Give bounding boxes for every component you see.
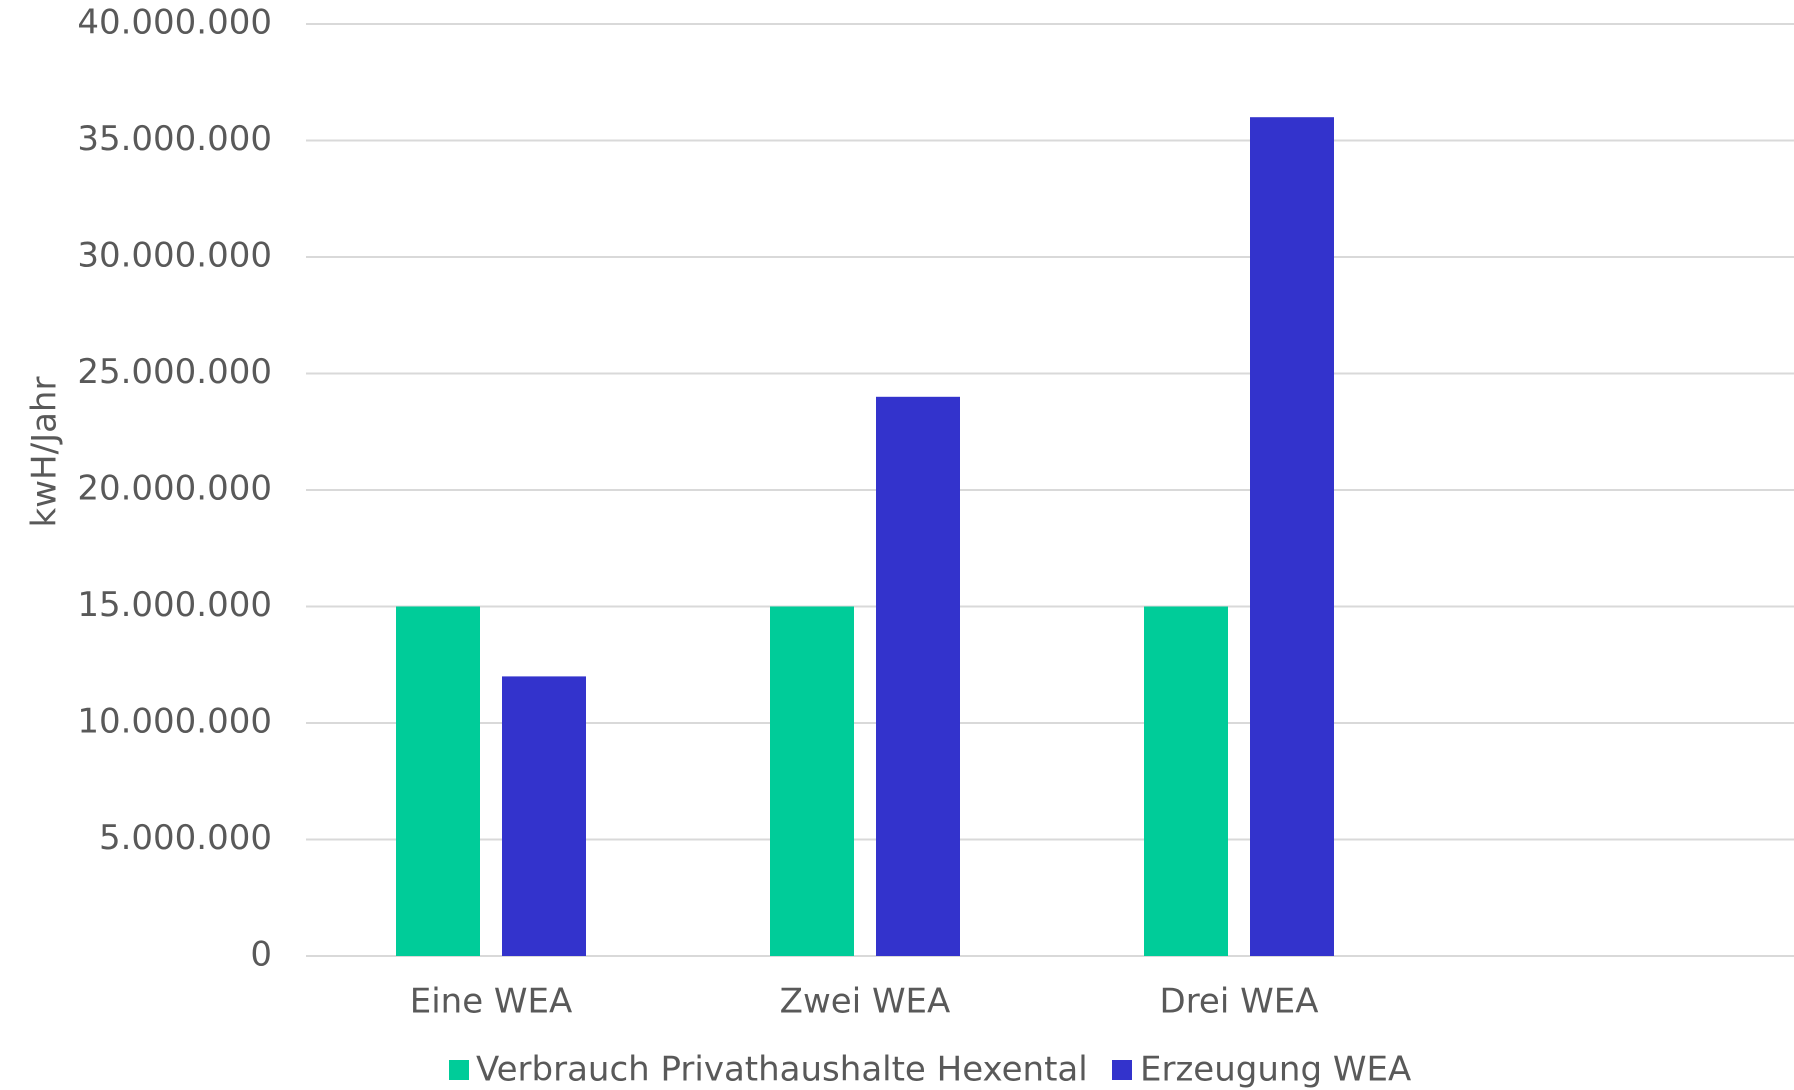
legend-label: Erzeugung WEA — [1140, 1050, 1411, 1090]
y-tick-label: 15.000.000 — [77, 585, 272, 625]
legend: Verbrauch Privathaushalte Hexental Erzeug… — [449, 1050, 1411, 1090]
legend-swatch — [449, 1060, 469, 1080]
legend-swatch — [1112, 1060, 1132, 1080]
y-tick-label: 0 — [250, 935, 272, 975]
x-category-label: Zwei WEA — [780, 982, 951, 1022]
bar-erzeugung — [876, 396, 960, 956]
y-axis-title: kwH/Jahr — [25, 377, 65, 528]
y-tick-label: 35.000.000 — [77, 119, 272, 159]
bar-verbrauch — [770, 606, 854, 956]
bar-erzeugung — [1250, 117, 1334, 956]
bar-verbrauch — [396, 606, 480, 956]
bars — [396, 117, 1334, 956]
y-axis-ticks: 0 5.000.000 10.000.000 15.000.000 20.000.000… — [77, 3, 272, 975]
y-tick-label: 30.000.000 — [77, 236, 272, 276]
y-tick-label: 25.000.000 — [77, 352, 272, 392]
x-axis-categories: Eine WEA Zwei WEA Drei WEA — [410, 982, 1319, 1022]
y-tick-label: 40.000.000 — [77, 3, 272, 43]
x-category-label: Eine WEA — [410, 982, 573, 1022]
y-tick-label: 20.000.000 — [77, 469, 272, 509]
y-tick-label: 5.000.000 — [99, 818, 272, 858]
x-category-label: Drei WEA — [1160, 982, 1319, 1022]
bar-erzeugung — [502, 676, 586, 956]
y-tick-label: 10.000.000 — [77, 702, 272, 742]
bar-verbrauch — [1144, 606, 1228, 956]
legend-label: Verbrauch Privathaushalte Hexental — [476, 1050, 1088, 1090]
